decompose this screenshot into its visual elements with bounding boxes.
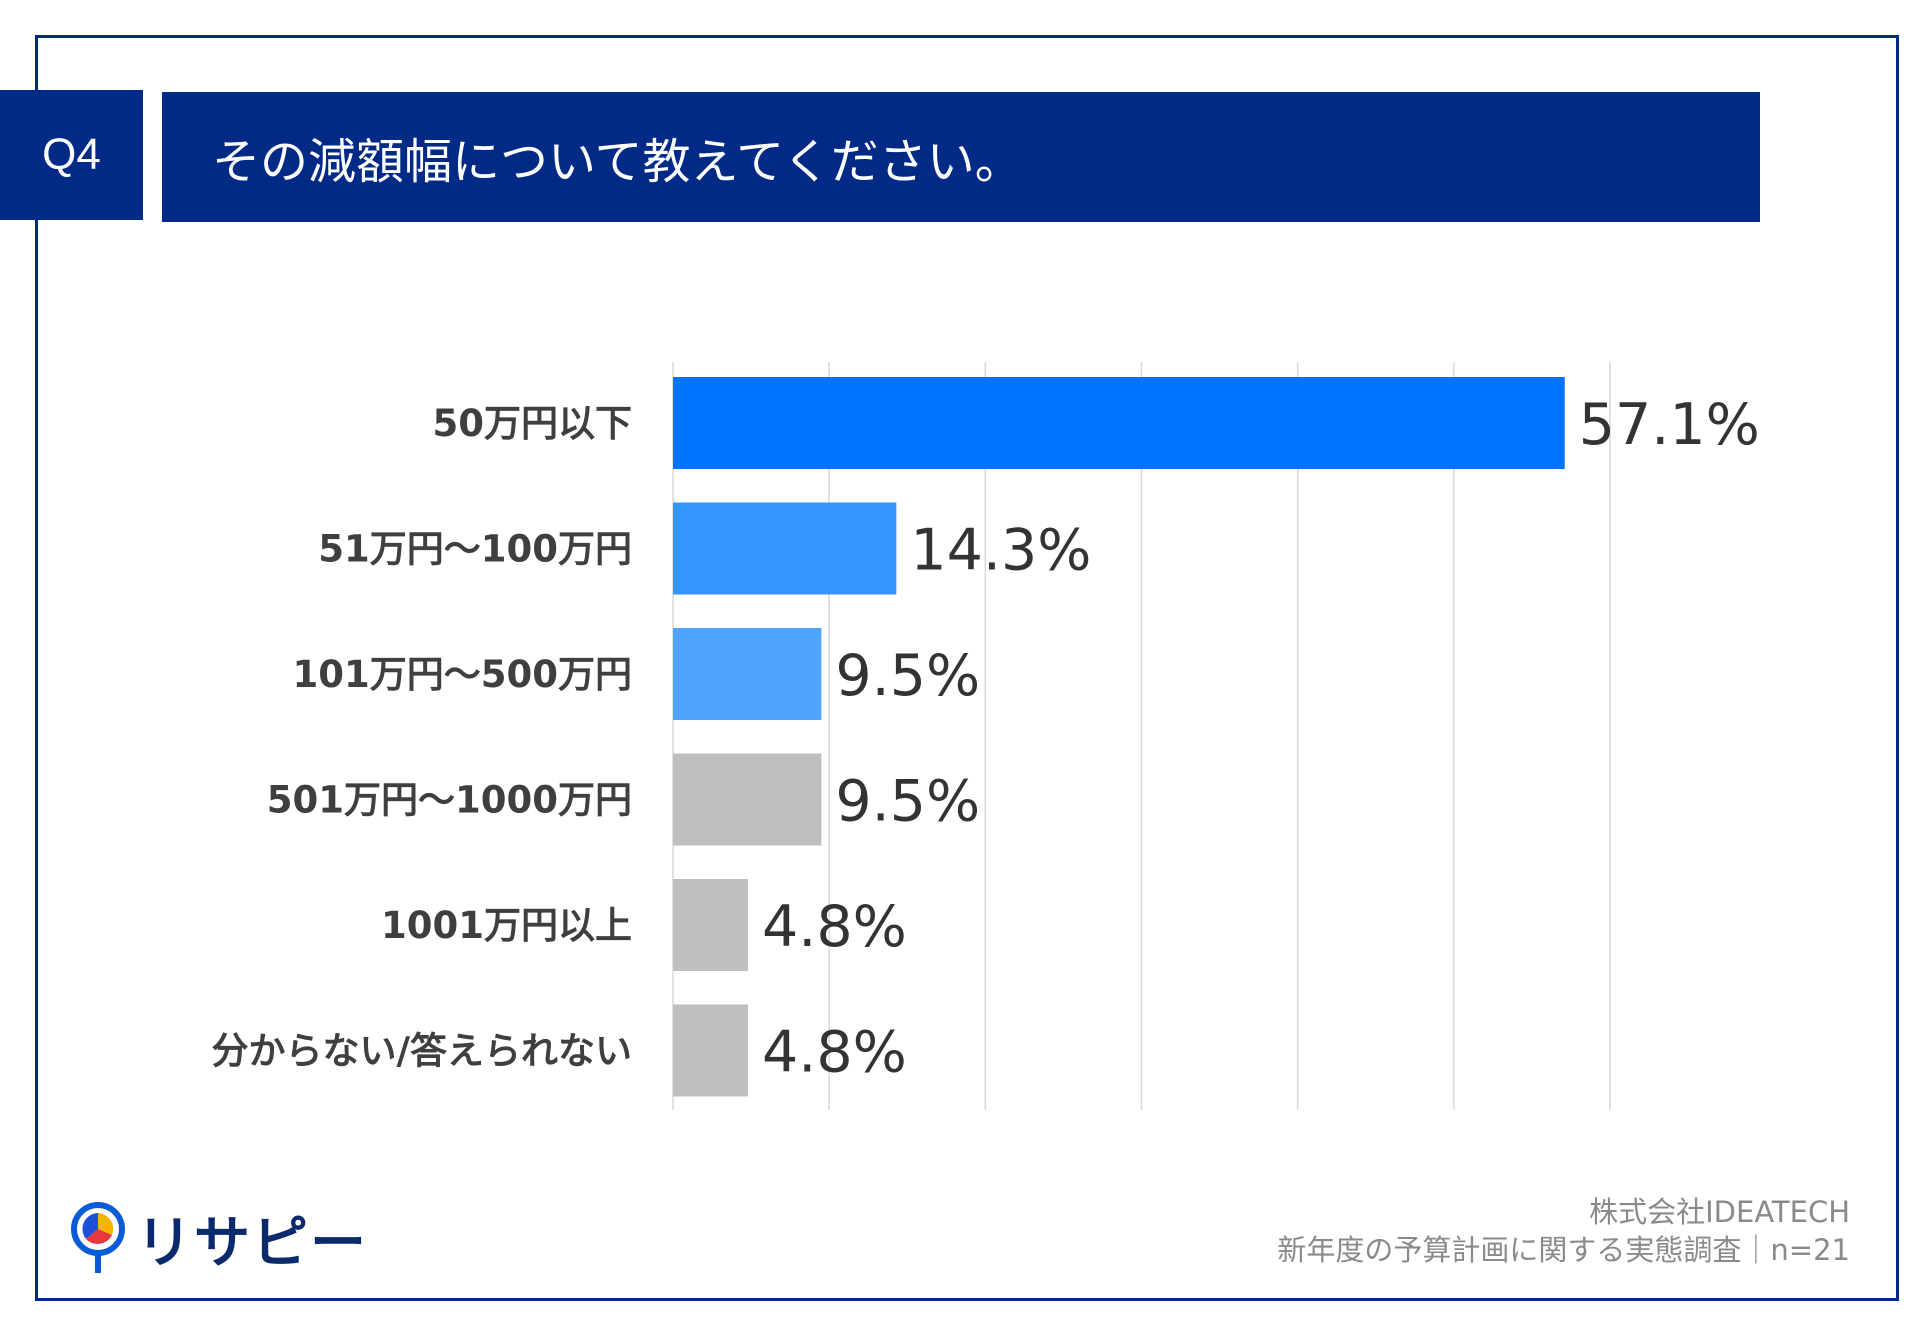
category-label: 101万円〜500万円 bbox=[293, 653, 632, 696]
category-label: 501万円〜1000万円 bbox=[267, 779, 632, 822]
bars bbox=[673, 377, 1565, 1097]
value-label: 14.3% bbox=[910, 518, 1091, 584]
pin-logo-icon bbox=[71, 1202, 125, 1273]
category-label: 51万円〜100万円 bbox=[318, 528, 632, 571]
bar bbox=[673, 377, 1565, 469]
logo-text: リサピー bbox=[136, 1210, 368, 1276]
value-label: 4.8% bbox=[762, 1020, 907, 1086]
question-title: その減額幅について教えてください。 bbox=[162, 92, 1760, 222]
bar bbox=[673, 628, 822, 720]
gridlines bbox=[672, 362, 1611, 1110]
category-labels: 50万円以下 51万円〜100万円 101万円〜500万円 501万円〜1000万円 1… bbox=[211, 402, 632, 1073]
question-number-badge: Q4 bbox=[0, 90, 143, 220]
bar bbox=[673, 753, 822, 846]
survey-name: 新年度の予算計画に関する実態調査｜n=21 bbox=[1277, 1233, 1850, 1267]
company-name: 株式会社IDEATECH bbox=[1589, 1195, 1850, 1229]
value-label: 4.8% bbox=[762, 894, 907, 960]
question-title-text: その減額幅について教えてください。 bbox=[212, 134, 1023, 190]
credits: 株式会社IDEATECH 新年度の予算計画に関する実態調査｜n=21 bbox=[1277, 1193, 1850, 1269]
category-label: 分からない/答えられない bbox=[211, 1030, 632, 1073]
value-labels: 57.1% 14.3% 9.5% 9.5% 4.8% 4.8% bbox=[762, 392, 1760, 1086]
bar bbox=[673, 502, 897, 595]
category-label: 1001万円以上 bbox=[381, 904, 632, 947]
chart-frame bbox=[35, 35, 1899, 1301]
value-label: 9.5% bbox=[835, 643, 980, 709]
value-label: 57.1% bbox=[1579, 392, 1760, 458]
risapy-logo: リサピー bbox=[70, 1202, 368, 1276]
bar bbox=[673, 879, 748, 971]
value-label: 9.5% bbox=[835, 769, 980, 835]
bar bbox=[673, 1004, 748, 1097]
category-label: 50万円以下 bbox=[433, 402, 633, 445]
